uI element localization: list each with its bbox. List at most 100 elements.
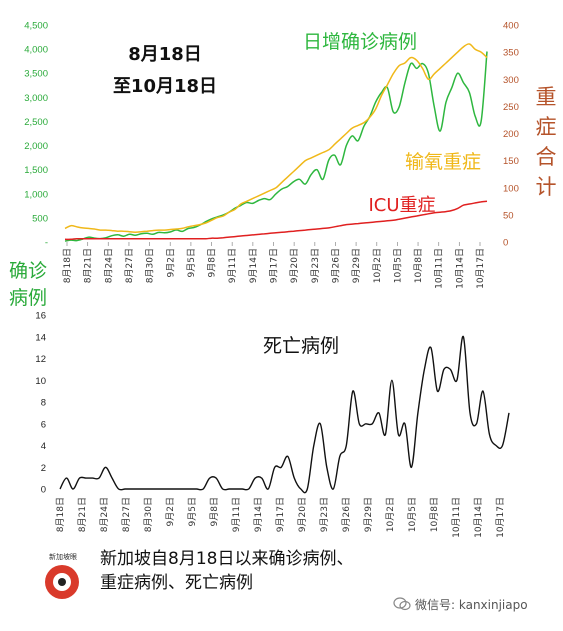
bottom-y-tick-label: 2 [41,463,46,474]
left-tick-label: 500 [32,213,48,224]
bottom-series-lines [59,336,510,494]
bottom-x-tick-label: 9月8日 [209,497,220,526]
top-x-tick-label: 9月20日 [289,248,300,283]
top-x-tick-label: 9月26日 [330,248,341,283]
bottom-x-tick-label: 8月24日 [99,497,110,532]
right-tick-label: 100 [503,183,519,194]
wechat-icon [393,597,411,611]
top-x-axis-ticks: 8月18日 8月21日 8月24日 8月27日 8月30日 9月2日 9月5日 9月8日 9月1… [62,242,486,289]
bottom-x-tick-label: 10月2日 [385,497,396,532]
bottom-y-tick-label: 16 [35,311,46,322]
bottom-x-tick-label: 9月5日 [187,497,198,526]
legend-daily-cases: 日增确诊病例 [303,31,417,53]
bottom-x-tick-label: 9月26日 [341,497,352,532]
top-x-tick-label: 9月5日 [186,248,197,277]
bottom-y-tick-label: 14 [35,332,46,343]
right-tick-label: 150 [503,156,519,167]
right-axis-label-char: 计 [536,175,557,199]
bottom-x-tick-label: 10月8日 [429,497,440,532]
right-axis-label-char: 重 [536,85,557,109]
bottom-x-tick-label: 9月20日 [297,497,308,532]
series-line-oxygen [64,43,488,233]
right-axis-label-char: 症 [536,115,557,139]
series-line-deaths [59,336,510,494]
bottom-y-tick-label: 10 [35,376,46,387]
right-axis-ticks: 0 50 100 150 200 250 300 350 400 [503,21,519,249]
top-x-tick-label: 10月11日 [434,248,445,289]
right-tick-label: 250 [503,102,519,113]
date-range-line2: 至10月18日 [113,76,217,97]
top-chart: -5001,0001,5002,0002,5003,0003,5004,0004… [9,21,557,310]
left-tick-label: 4,000 [24,45,48,56]
top-x-tick-label: 9月17日 [269,248,280,283]
top-x-tick-label: 9月29日 [351,248,362,283]
bottom-y-tick-label: 8 [41,398,46,409]
right-tick-label: 300 [503,75,519,86]
series-line-daily-cases [64,51,488,242]
left-tick-label: 1,500 [24,165,48,176]
bottom-x-tick-label: 8月18日 [55,497,66,532]
legend-oxygen: 输氧重症 [405,151,481,173]
footer: 新加坡眼 新加坡自8月18日以来确诊病例、 重症病例、死亡病例 [38,544,458,624]
left-axis-ticks: - 500 1,000 1,500 2,000 2,500 3,000 3,500 4,000 4… [24,21,48,249]
top-x-tick-label: 10月5日 [392,248,403,283]
left-tick-label: 3,000 [24,93,48,104]
bottom-x-tick-label: 8月30日 [143,497,154,532]
caption: 新加坡自8月18日以来确诊病例、 重症病例、死亡病例 [100,547,353,595]
top-x-tick-label: 8月30日 [145,248,156,283]
left-tick-label: 2,500 [24,117,48,128]
right-axis-label-char: 合 [536,145,557,169]
logo: 新加坡眼 [38,552,88,606]
bottom-y-tick-label: 0 [41,485,46,496]
bottom-x-tick-label: 10月17日 [495,497,506,538]
top-x-tick-label: 9月8日 [207,248,218,277]
left-tick-label: - [45,238,48,249]
caption-line2: 重症病例、死亡病例 [100,573,253,593]
legend-icu: ICU重症 [368,195,435,216]
bottom-y-tick-label: 6 [41,419,46,430]
top-x-tick-label: 8月21日 [83,248,94,283]
series-line-icu [64,200,488,241]
bottom-chart: 0 2 4 6 8 10 12 14 16 8月18日 8月21日 8月24日 8月27日 8月30日 9… [35,311,510,538]
bottom-x-axis-ticks: 8月18日 8月21日 8月24日 8月27日 8月30日 9月2日 9月5日 9月8日 9月1… [55,497,506,538]
logo-badge-icon [45,565,79,599]
top-x-tick-label: 10月17日 [475,248,486,289]
top-x-tick-label: 9月2日 [165,248,176,277]
bottom-y-tick-label: 12 [35,354,46,365]
top-x-tick-label: 9月11日 [227,248,238,283]
left-tick-label: 3,500 [24,69,48,80]
top-x-tick-label: 9月23日 [310,248,321,283]
date-range-line1: 8月18日 [128,44,202,65]
right-tick-label: 200 [503,129,519,140]
bottom-y-axis-ticks: 0 2 4 6 8 10 12 14 16 [35,311,46,496]
left-tick-label: 2,000 [24,141,48,152]
right-tick-label: 0 [503,238,508,249]
wechat-label: 微信号: kanxinjiapo [415,598,528,612]
bottom-y-tick-label: 4 [41,441,46,452]
bottom-x-tick-label: 8月27日 [121,497,132,532]
deaths-title: 死亡病例 [263,335,339,357]
bottom-x-tick-label: 9月14日 [253,497,264,532]
logo-inner [53,573,71,591]
logo-text: 新加坡眼 [49,553,77,561]
caption-line1: 新加坡自8月18日以来确诊病例、 [100,549,354,569]
logo-dot [58,578,66,586]
top-x-tick-label: 9月14日 [248,248,259,283]
bottom-x-tick-label: 10月11日 [451,497,462,538]
right-tick-label: 400 [503,21,519,32]
top-x-tick-label: 8月27日 [124,248,135,283]
left-tick-label: 4,500 [24,21,48,32]
bottom-x-tick-label: 9月29日 [363,497,374,532]
bottom-x-tick-label: 9月23日 [319,497,330,532]
left-tick-label: 1,000 [24,189,48,200]
wechat-id: 微信号: kanxinjiapo [393,596,528,613]
top-x-tick-label: 8月24日 [103,248,114,283]
bottom-x-tick-label: 10月5日 [407,497,418,532]
right-tick-label: 350 [503,48,519,59]
top-x-tick-label: 10月14日 [454,248,465,289]
right-tick-label: 50 [503,210,514,221]
top-x-tick-label: 10月8日 [413,248,424,283]
left-axis-label-part2: 病例 [9,287,47,309]
